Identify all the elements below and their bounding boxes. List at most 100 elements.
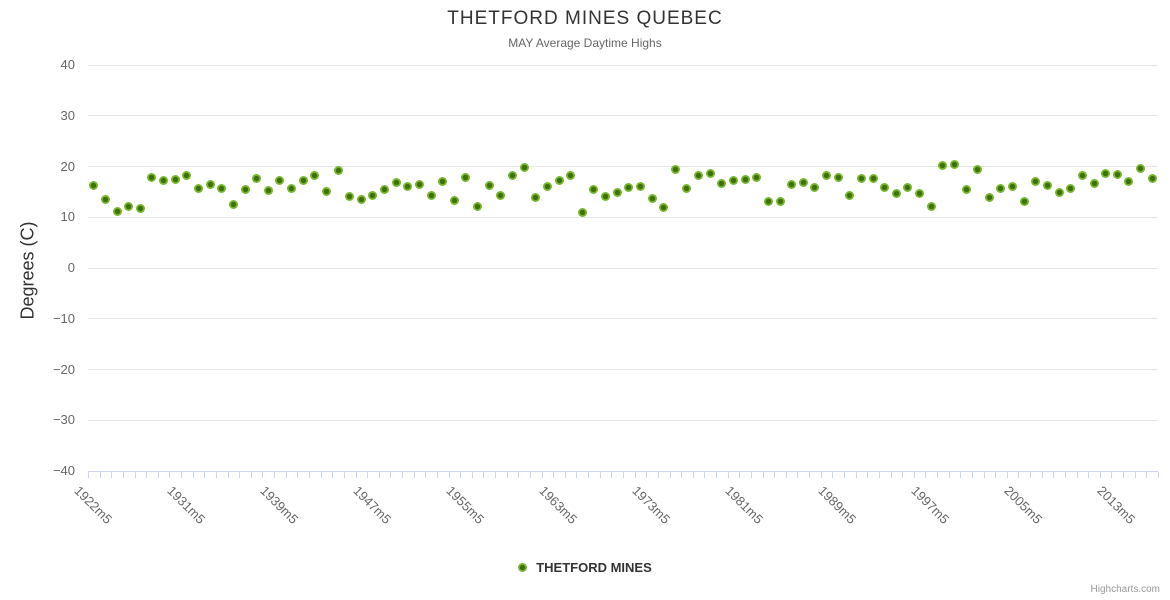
x-axis-label: 1931m5: [164, 483, 209, 527]
data-point[interactable]: [1019, 196, 1029, 206]
data-point[interactable]: [287, 184, 297, 194]
data-point[interactable]: [659, 202, 669, 212]
data-point[interactable]: [333, 166, 343, 176]
data-point[interactable]: [519, 163, 529, 172]
x-tick: [983, 472, 985, 478]
data-point[interactable]: [577, 207, 587, 217]
data-point[interactable]: [763, 197, 773, 207]
data-point[interactable]: [135, 204, 145, 214]
data-point[interactable]: [438, 177, 448, 187]
data-point[interactable]: [1054, 188, 1064, 198]
x-tick: [902, 472, 904, 478]
data-point[interactable]: [193, 184, 203, 194]
data-point[interactable]: [624, 182, 634, 192]
data-point[interactable]: [891, 188, 901, 198]
data-point[interactable]: [368, 190, 378, 200]
data-point[interactable]: [856, 173, 866, 183]
data-point[interactable]: [461, 172, 471, 182]
data-point[interactable]: [705, 168, 715, 178]
data-point[interactable]: [356, 194, 366, 204]
data-point[interactable]: [228, 199, 238, 209]
data-point[interactable]: [1089, 179, 1099, 189]
data-point[interactable]: [240, 185, 250, 195]
data-point[interactable]: [391, 178, 401, 188]
data-point[interactable]: [1136, 163, 1146, 173]
data-point[interactable]: [89, 180, 99, 190]
x-tick: [971, 472, 973, 478]
data-point[interactable]: [112, 207, 122, 217]
data-point[interactable]: [833, 172, 843, 182]
data-point[interactable]: [484, 181, 494, 191]
data-point[interactable]: [147, 172, 157, 182]
data-point[interactable]: [473, 202, 483, 212]
data-point[interactable]: [682, 184, 692, 194]
data-point[interactable]: [496, 190, 506, 200]
data-point[interactable]: [1008, 181, 1018, 191]
data-point[interactable]: [635, 181, 645, 191]
data-point[interactable]: [380, 185, 390, 195]
data-point[interactable]: [449, 196, 459, 205]
data-point[interactable]: [717, 179, 727, 189]
data-point[interactable]: [124, 202, 134, 212]
data-point[interactable]: [996, 183, 1006, 193]
data-point[interactable]: [670, 165, 680, 175]
data-point[interactable]: [601, 192, 611, 202]
data-point[interactable]: [961, 184, 971, 194]
data-point[interactable]: [612, 187, 622, 197]
data-point[interactable]: [949, 159, 959, 169]
data-point[interactable]: [159, 175, 169, 185]
data-point[interactable]: [775, 197, 785, 207]
data-point[interactable]: [694, 170, 704, 180]
data-point[interactable]: [542, 182, 552, 192]
data-point[interactable]: [1031, 176, 1041, 186]
data-point[interactable]: [403, 181, 413, 191]
data-point[interactable]: [810, 182, 820, 192]
data-point[interactable]: [1077, 170, 1087, 180]
data-point[interactable]: [508, 170, 517, 180]
data-point[interactable]: [647, 193, 657, 203]
x-tick: [88, 472, 89, 478]
data-point[interactable]: [414, 180, 424, 190]
data-point[interactable]: [845, 191, 855, 201]
data-point[interactable]: [1066, 183, 1076, 193]
data-point[interactable]: [298, 175, 308, 185]
data-point[interactable]: [554, 176, 564, 186]
data-point[interactable]: [589, 184, 599, 194]
data-point[interactable]: [426, 191, 436, 201]
data-point[interactable]: [345, 191, 355, 201]
data-point[interactable]: [275, 176, 285, 186]
data-point[interactable]: [822, 170, 832, 180]
data-point[interactable]: [880, 183, 890, 193]
data-point[interactable]: [728, 176, 738, 186]
data-point[interactable]: [252, 174, 262, 184]
data-point[interactable]: [868, 174, 878, 184]
data-point[interactable]: [787, 180, 797, 190]
data-point[interactable]: [217, 184, 227, 194]
data-point[interactable]: [566, 171, 576, 181]
data-point[interactable]: [798, 177, 808, 187]
data-point[interactable]: [310, 171, 320, 181]
data-point[interactable]: [263, 186, 273, 196]
data-point[interactable]: [938, 160, 948, 170]
data-point[interactable]: [1043, 181, 1052, 191]
data-point[interactable]: [182, 170, 192, 180]
data-point[interactable]: [531, 192, 541, 202]
highcharts-credits-link[interactable]: Highcharts.com: [1090, 584, 1160, 595]
data-point[interactable]: [1147, 173, 1157, 183]
data-point[interactable]: [903, 183, 913, 193]
legend-item-thetford-mines[interactable]: THETFORD MINES: [0, 560, 1170, 575]
data-point[interactable]: [1112, 169, 1122, 179]
data-point[interactable]: [170, 175, 180, 185]
data-point[interactable]: [100, 195, 110, 205]
data-point[interactable]: [205, 180, 215, 190]
data-point[interactable]: [740, 175, 750, 185]
data-point[interactable]: [984, 192, 994, 202]
data-point[interactable]: [321, 186, 331, 196]
data-point[interactable]: [752, 172, 762, 182]
data-point[interactable]: [915, 189, 925, 199]
data-point[interactable]: [1124, 177, 1134, 187]
data-point[interactable]: [1101, 168, 1111, 178]
data-point[interactable]: [926, 202, 936, 212]
data-point[interactable]: [973, 164, 983, 174]
